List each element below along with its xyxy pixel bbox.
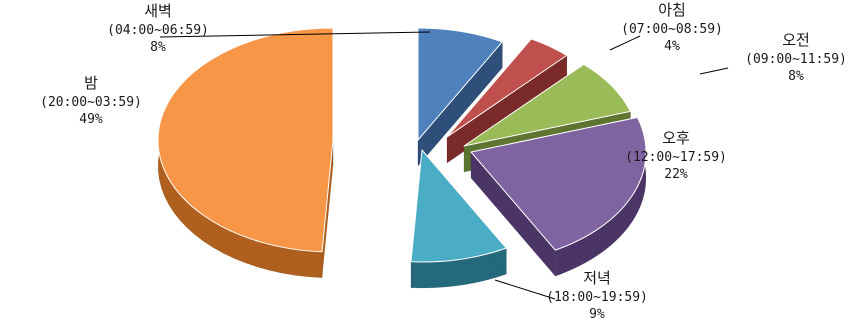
slice-4-label-range: (12:00~17:59)	[625, 150, 727, 165]
slice-6	[157, 27, 334, 253]
slice-6-label-percent: 49%	[79, 112, 103, 127]
slice-1-label-name: 새벽	[144, 2, 172, 20]
slice-5-label-name: 저녁	[583, 269, 611, 287]
slice-1-label: 새벽 (04:00~06:59) 8%	[107, 2, 209, 55]
slice-2	[446, 38, 568, 138]
slice-6-label-name: 밤	[84, 74, 98, 92]
slice-6-label: 밤 (20:00~03:59) 49%	[40, 74, 142, 127]
slice-1-leader-line	[159, 31, 431, 38]
slice-2-label-percent: 4%	[664, 39, 680, 54]
slice-4-label: 오후 (12:00~17:59) 22%	[625, 129, 727, 182]
leader-lines	[159, 31, 729, 300]
slice-tops	[157, 27, 647, 263]
slice-2-leader-line	[609, 35, 641, 51]
slice-1-label-range: (04:00~06:59)	[107, 23, 209, 38]
slice-3-label: 오전 (09:00~11:59) 8%	[745, 31, 847, 84]
slice-2-label-name: 아침	[658, 1, 686, 19]
slice-2-label: 아침 (07:00~08:59) 4%	[621, 1, 723, 54]
slice-3-label-percent: 8%	[788, 69, 804, 84]
slice-4-label-percent: 22%	[664, 167, 688, 182]
slice-4	[470, 116, 647, 251]
slice-4-label-name: 오후	[662, 129, 690, 147]
slice-3-label-name: 오전	[782, 31, 810, 49]
slice-5-label-percent: 9%	[589, 307, 605, 322]
slice-3	[463, 63, 631, 147]
slice-1	[417, 27, 503, 141]
slice-5	[410, 149, 507, 263]
slice-6-label-range: (20:00~03:59)	[40, 95, 142, 110]
slice-1-label-percent: 8%	[150, 40, 166, 55]
slice-3-label-range: (09:00~11:59)	[745, 52, 847, 67]
slice-labels: 새벽 (04:00~06:59) 8% 아침 (07:00~08:59) 4% 오전 (09:…	[40, 1, 847, 322]
slice-3-leader-line	[699, 67, 729, 75]
slice-5-leader-line	[494, 279, 556, 300]
slice-2-label-range: (07:00~08:59)	[621, 22, 723, 37]
slice-5-label: 저녁 (18:00~19:59) 9%	[546, 269, 648, 322]
slice-5-label-range: (18:00~19:59)	[546, 290, 648, 305]
